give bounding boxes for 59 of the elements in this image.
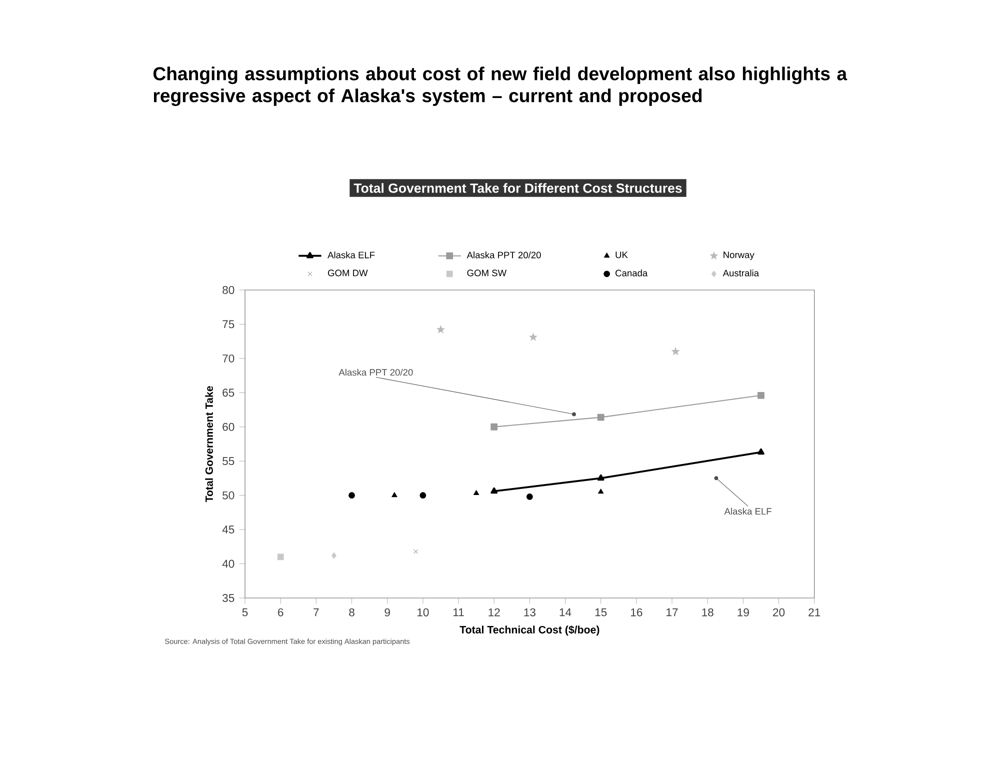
x-tick-label: 5 (242, 608, 248, 616)
y-tick-label: 70 (222, 354, 234, 362)
x-tick-label: 17 (666, 608, 678, 616)
x-tick-label: 15 (595, 608, 607, 616)
point (529, 333, 538, 341)
point (420, 492, 426, 499)
legend-label: Alaska ELF (328, 252, 375, 258)
y-tick-label: 60 (222, 422, 234, 431)
y-tick-label: 65 (222, 388, 234, 397)
point (474, 490, 480, 496)
x-tick-label: 21 (808, 608, 820, 616)
y-tick-label: 50 (222, 491, 234, 500)
y-tick-label: 75 (222, 320, 234, 328)
legend-label: Canada (616, 270, 648, 276)
chart-title: Changing assumptions about cost of new field development also highlights a regressive aspect of Alaska's system – current and proposed (153, 66, 848, 106)
legend-label: Norway (724, 252, 754, 260)
point (672, 348, 680, 355)
legend-label: UK (616, 252, 628, 258)
point (413, 549, 418, 554)
x-tick-label: 16 (630, 608, 642, 616)
point (597, 414, 604, 421)
point (436, 326, 445, 334)
y-tick-label: 45 (222, 526, 234, 534)
chart-subtitle: Total Government Take for Different Cost Structures (354, 183, 682, 193)
annotation: Alaska ELF (724, 508, 772, 515)
x-tick-label: 12 (488, 608, 500, 616)
point (526, 494, 533, 500)
y-tick-label: 35 (222, 594, 234, 602)
legend-label: GOM SW (467, 270, 507, 276)
x-tick-label: 13 (524, 608, 536, 616)
point (758, 448, 764, 455)
point (598, 488, 604, 494)
annotation: Alaska PPT 20/20 (338, 368, 413, 376)
x-tick-label: 18 (702, 608, 714, 616)
point (332, 552, 336, 559)
legend-label: Australia (722, 270, 759, 276)
x-tick-label: 7 (314, 608, 319, 616)
point (597, 474, 604, 481)
x-tick-label: 9 (384, 608, 390, 616)
x-tick-label: 8 (349, 608, 354, 616)
y-tick-label: 80 (222, 286, 234, 294)
x-tick-label: 20 (773, 608, 785, 616)
y-axis-title: Total Government Take (205, 386, 213, 502)
x-tick-label: 14 (560, 608, 572, 616)
point (490, 487, 498, 494)
point (392, 492, 398, 498)
x-tick-label: 19 (738, 608, 749, 616)
x-axis-title: Total Technical Cost ($/boe) (460, 625, 600, 636)
point (277, 554, 284, 560)
x-tick-label: 10 (417, 608, 429, 616)
legend-label: GOM DW (328, 270, 368, 276)
point (758, 392, 764, 399)
x-tick-label: 11 (454, 608, 464, 616)
legend-label: Alaska PPT 20/20 (466, 252, 541, 258)
x-tick-label: 6 (278, 608, 284, 616)
point (490, 423, 498, 430)
y-tick-label: 55 (222, 457, 234, 466)
y-tick-label: 40 (222, 560, 234, 568)
point (348, 492, 355, 499)
